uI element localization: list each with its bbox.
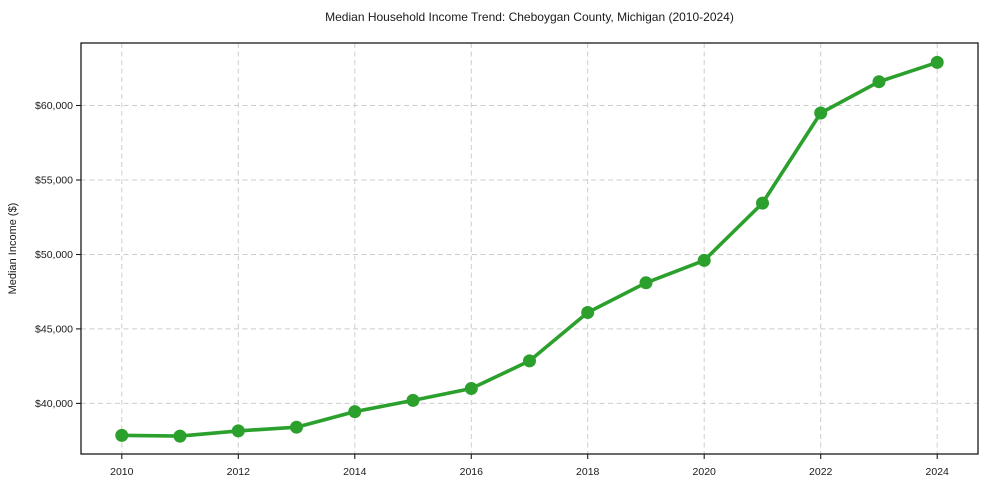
data-point-marker (930, 55, 944, 69)
series-median-income (115, 55, 944, 443)
data-point-marker (872, 75, 886, 89)
y-axis-title: Median Income ($) (7, 203, 19, 295)
data-point-marker (231, 424, 245, 438)
plot-border (80, 42, 979, 455)
x-tick-label: 2016 (460, 466, 484, 478)
data-point-marker (290, 420, 303, 434)
x-tick-label: 2022 (809, 466, 833, 478)
data-point-marker (697, 253, 711, 267)
data-point-marker (581, 306, 595, 319)
x-tick-label: 2012 (227, 466, 251, 478)
x-tick-label: 2010 (110, 466, 134, 478)
data-point-marker (348, 405, 362, 419)
grid-lines (81, 43, 978, 454)
data-point-marker (523, 354, 536, 368)
y-tick-label: $45,000 (35, 324, 73, 336)
y-tick-label: $40,000 (35, 398, 73, 410)
y-tick-label: $60,000 (35, 100, 73, 112)
data-point-marker (639, 276, 653, 290)
data-point-marker (115, 428, 129, 442)
data-point-marker (406, 393, 420, 407)
x-tick-label: 2018 (576, 466, 600, 478)
x-tick-label: 2020 (693, 466, 717, 478)
y-tick-label: $50,000 (35, 249, 73, 261)
data-point-marker (464, 382, 478, 395)
axis-ticks-and-labels: $40,000 $45,000 $50,000 $55,000 $60,000 2010 2… (35, 100, 949, 478)
trend-line (120, 60, 940, 438)
data-point-marker (756, 196, 769, 210)
y-tick-label: $55,000 (35, 175, 73, 187)
data-point-marker (173, 429, 187, 443)
chart-title: Median Household Income Trend: Cheboygan… (325, 10, 734, 24)
x-tick-label: 2014 (343, 466, 367, 478)
data-point-marker (814, 106, 828, 120)
x-tick-label: 2024 (926, 466, 950, 478)
